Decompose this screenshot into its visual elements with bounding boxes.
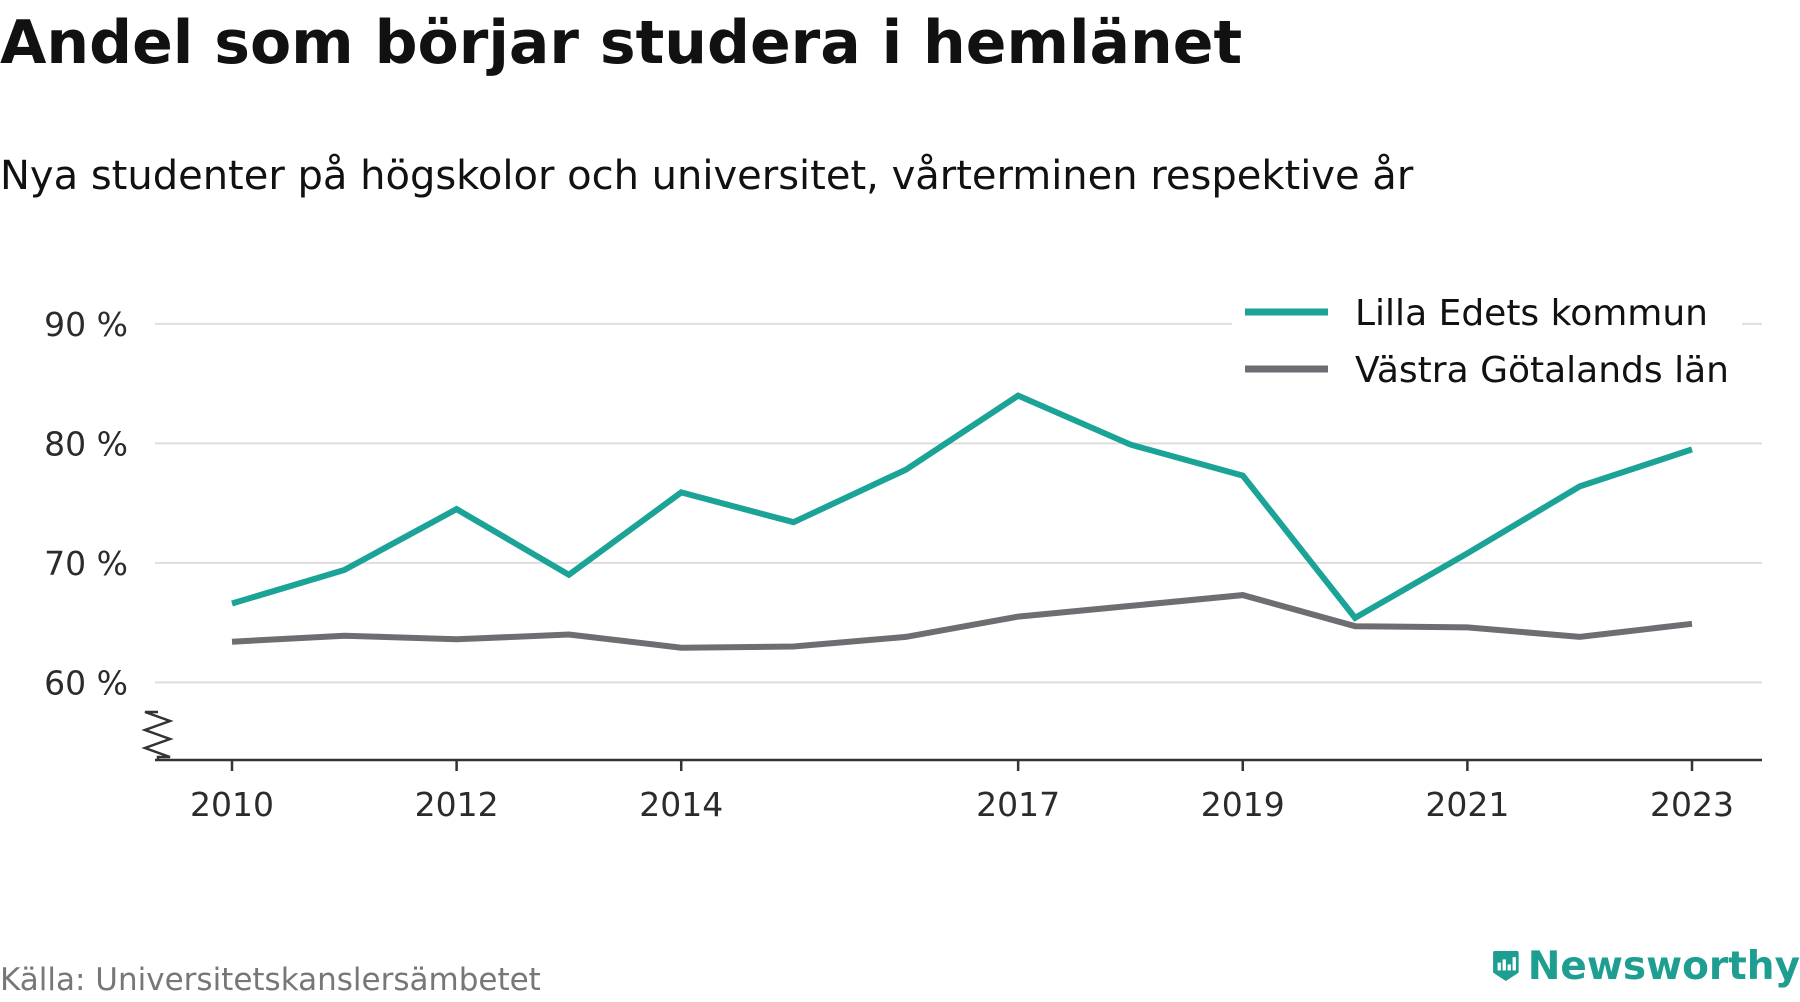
y-tick-label-90: 90 % <box>44 305 128 344</box>
x-tick-label-2023: 2023 <box>1650 785 1734 824</box>
series-line-2 <box>231 592 1693 651</box>
series-line-1 <box>231 392 1693 622</box>
legend: Lilla Edets kommun Västra Götalands län <box>1232 285 1742 393</box>
legend-background <box>1232 285 1742 393</box>
x-axis-tick-labels: 2010 2012 2014 2017 2019 2021 2023 <box>190 785 1734 824</box>
y-axis-tick-labels: 60 % 70 % 80 % 90 % <box>44 305 128 702</box>
x-tick-label-2017: 2017 <box>976 785 1060 824</box>
x-tick-label-2012: 2012 <box>415 785 499 824</box>
source-note: Källa: Universitetskanslersämbetet <box>0 962 541 998</box>
y-tick-label-80: 80 % <box>44 424 128 463</box>
chart-title: Andel som börjar studera i hemlänet <box>0 8 1243 78</box>
y-axis-break-icon <box>141 710 174 760</box>
brand-logo: Newsworthy <box>1492 935 1800 997</box>
chart-subtitle: Nya studenter på högskolor och universit… <box>0 153 1414 199</box>
x-axis <box>141 710 1762 771</box>
x-tick-label-2019: 2019 <box>1201 785 1285 824</box>
brand-name: Newsworthy <box>1527 943 1800 989</box>
legend-label-2: Västra Götalands län <box>1355 350 1729 391</box>
x-tick-label-2021: 2021 <box>1425 785 1509 824</box>
legend-label-1: Lilla Edets kommun <box>1355 293 1708 334</box>
y-tick-label-70: 70 % <box>44 544 128 583</box>
newsworthy-logo-icon <box>1493 951 1519 981</box>
y-tick-label-60: 60 % <box>44 663 128 702</box>
x-tick-label-2014: 2014 <box>639 785 723 824</box>
series-lines <box>231 392 1693 651</box>
x-tick-label-2010: 2010 <box>190 785 274 824</box>
